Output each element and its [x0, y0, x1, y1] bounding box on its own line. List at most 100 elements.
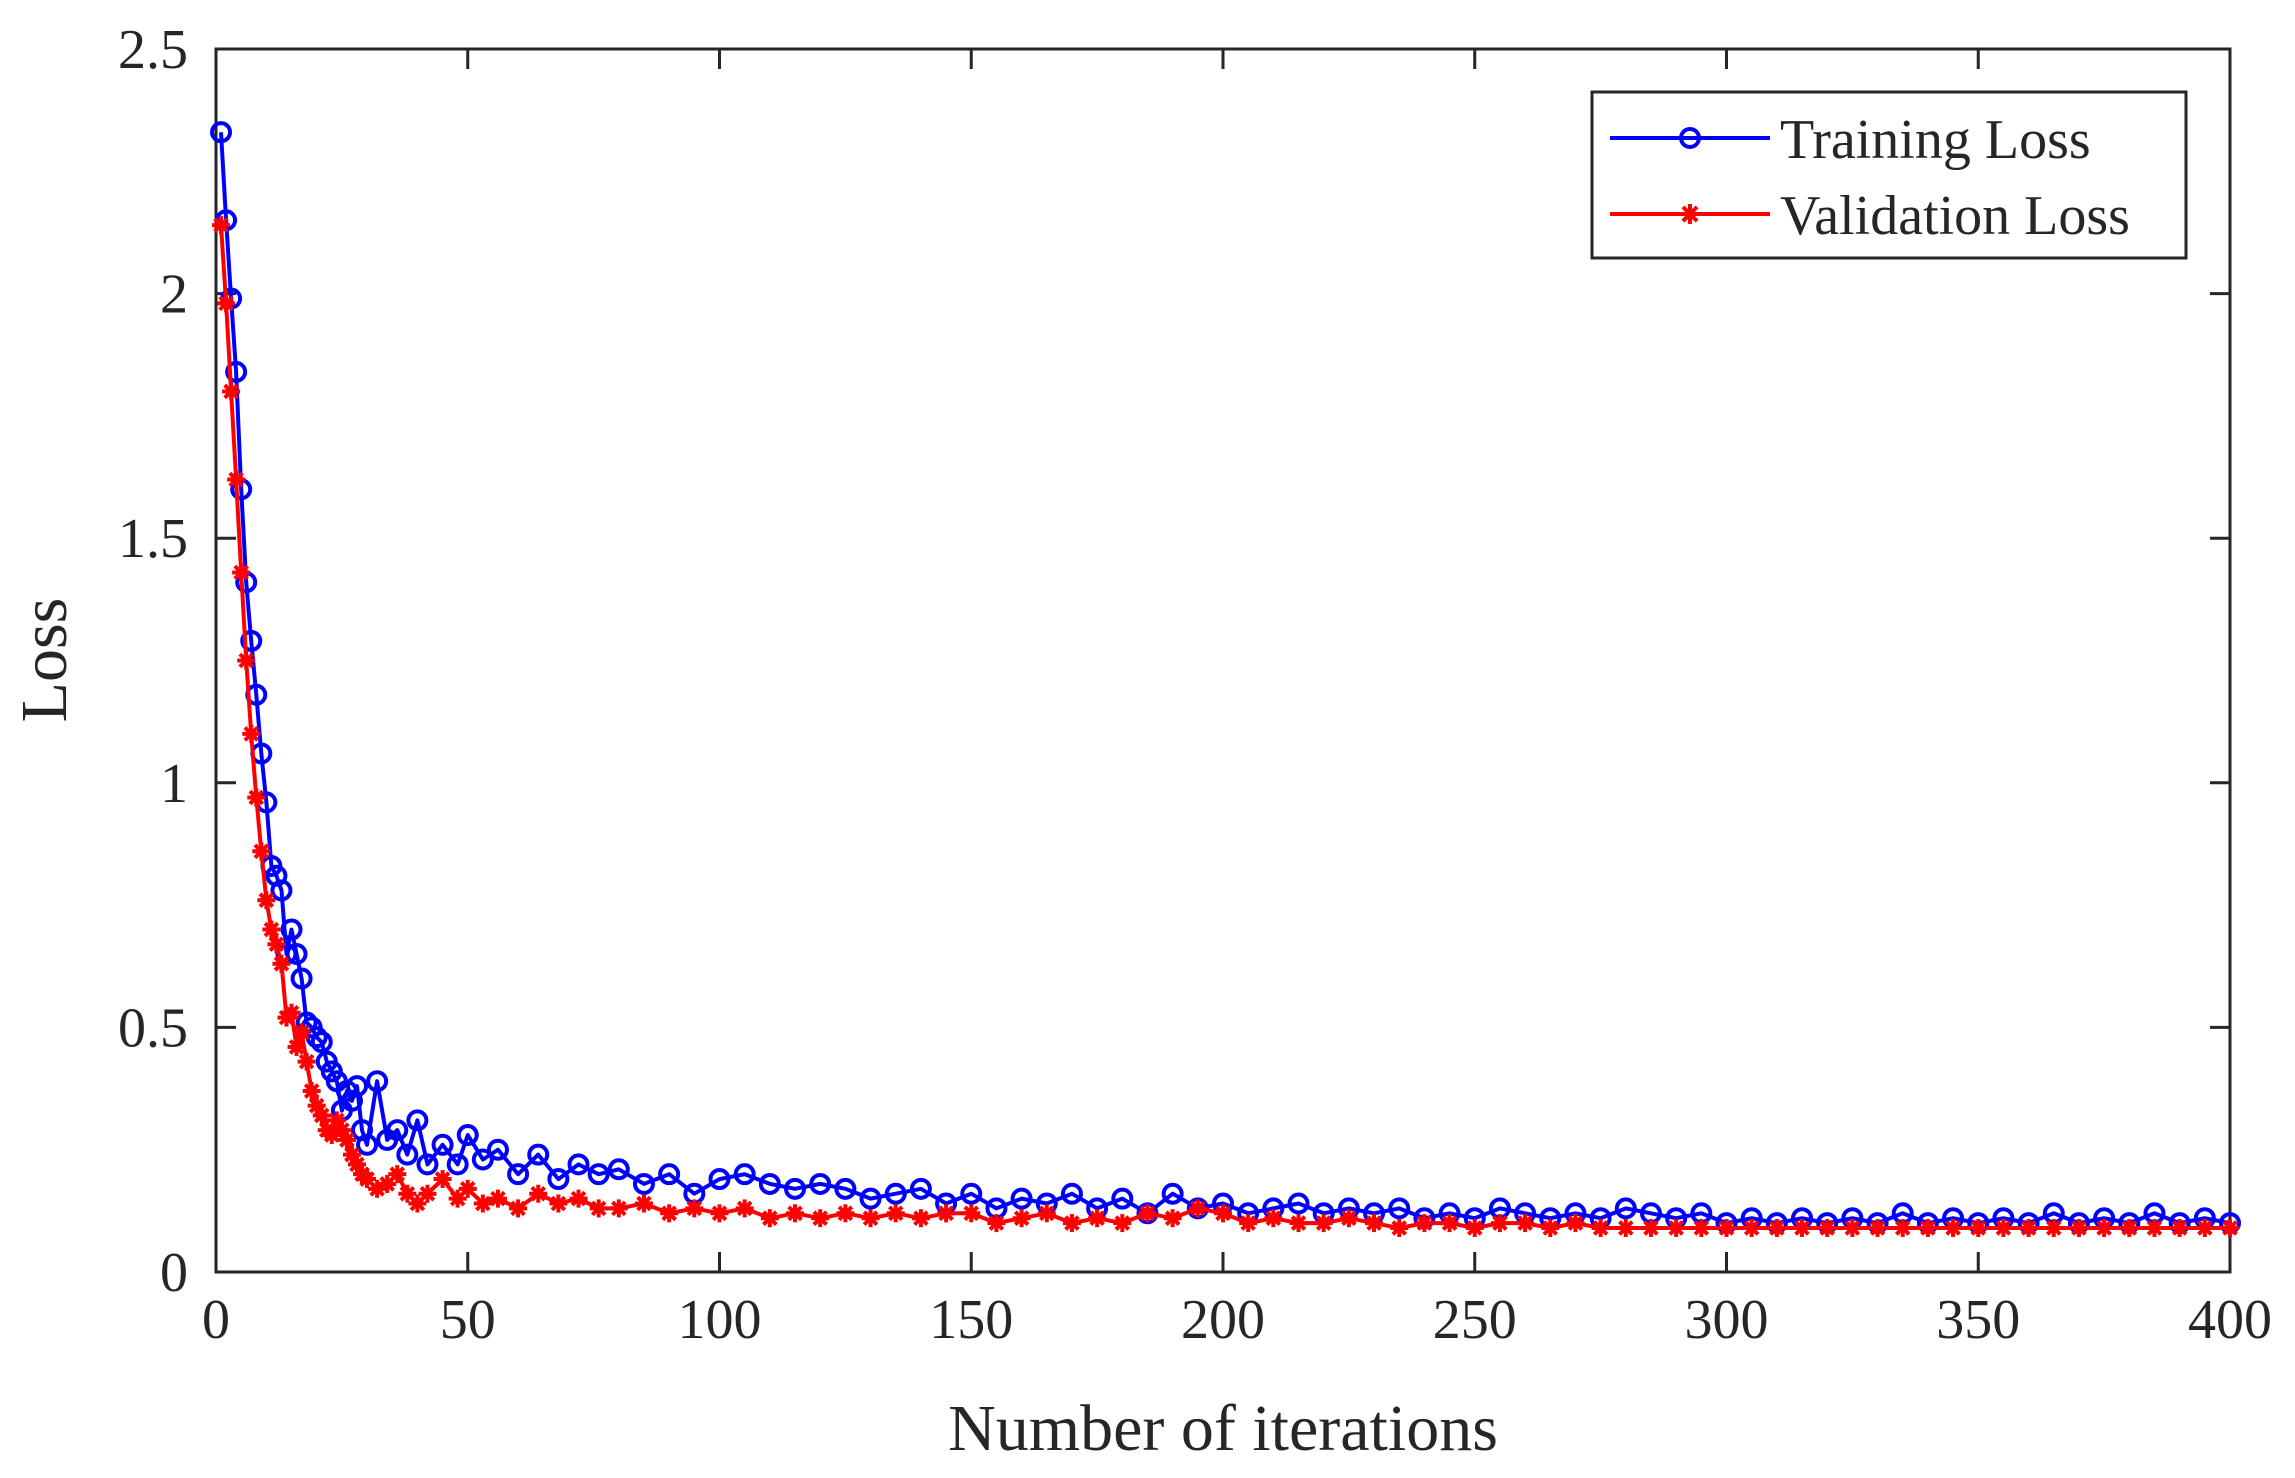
- data-point-0-34: [406, 1109, 429, 1132]
- data-point-0-53: [784, 1177, 807, 1200]
- y-tick-labels: 0 0.5 1 1.5 2 2.5: [118, 19, 188, 1304]
- legend-label-validation: Validation Loss: [1780, 185, 2130, 247]
- data-point-1-61: [987, 1214, 1006, 1233]
- data-point-1-91: [1742, 1218, 1761, 1237]
- data-point-1-86: [1616, 1218, 1635, 1237]
- data-point-1-60: [962, 1204, 981, 1223]
- data-point-0-41: [507, 1163, 530, 1186]
- data-point-1-17: [297, 1052, 316, 1071]
- data-point-0-15: [285, 943, 308, 966]
- data-point-1-41: [509, 1199, 528, 1218]
- data-point-1-4: [232, 563, 251, 582]
- data-point-1-36: [433, 1170, 452, 1189]
- legend: Training Loss Validation Loss: [1590, 90, 2188, 260]
- y-axis-title: Loss: [8, 598, 81, 723]
- data-point-1-63: [1037, 1204, 1056, 1223]
- data-point-1-53: [786, 1204, 805, 1223]
- series-validation-loss: [212, 216, 2239, 1237]
- data-point-1-101: [1994, 1218, 2013, 1237]
- data-point-1-25: [337, 1130, 356, 1149]
- data-point-0-45: [587, 1163, 610, 1186]
- data-point-1-54: [811, 1209, 830, 1228]
- data-point-1-95: [1843, 1218, 1862, 1237]
- data-point-0-43: [547, 1168, 570, 1191]
- data-point-1-87: [1641, 1218, 1660, 1237]
- data-point-1-80: [1465, 1218, 1484, 1237]
- data-point-1-27: [347, 1155, 366, 1174]
- legend-marker-validation: [1680, 204, 1700, 224]
- x-tick-label-7: 350: [1936, 1289, 2020, 1351]
- data-point-0-44: [567, 1153, 590, 1176]
- data-point-1-77: [1390, 1218, 1409, 1237]
- data-point-1-16: [292, 1023, 311, 1042]
- data-point-1-74: [1314, 1214, 1333, 1233]
- data-point-1-76: [1365, 1214, 1384, 1233]
- data-point-1-57: [886, 1204, 905, 1223]
- data-point-1-85: [1591, 1218, 1610, 1237]
- data-point-1-110: [2221, 1218, 2239, 1237]
- data-point-0-54: [809, 1172, 832, 1195]
- data-point-1-97: [1893, 1218, 1912, 1237]
- data-point-0-33: [396, 1143, 419, 1166]
- data-point-0-46: [607, 1158, 630, 1181]
- x-tick-labels: 0 50 100 150 200 250 300 350 400: [202, 1289, 2272, 1351]
- legend-box: [1590, 90, 2188, 260]
- data-point-1-84: [1566, 1214, 1585, 1233]
- data-point-1-96: [1868, 1218, 1887, 1237]
- axis-ticks: [214, 47, 2232, 1274]
- data-point-1-43: [549, 1194, 568, 1213]
- data-point-1-51: [735, 1199, 754, 1218]
- data-point-1-52: [760, 1209, 779, 1228]
- data-point-1-14: [282, 1003, 301, 1022]
- data-point-0-55: [834, 1177, 857, 1200]
- data-point-1-2: [222, 382, 241, 401]
- data-point-1-18: [302, 1081, 321, 1100]
- y-tick-label-2: 1: [160, 753, 188, 815]
- legend-marker-training: [1679, 127, 1701, 149]
- data-point-1-107: [2145, 1218, 2164, 1237]
- data-point-1-64: [1062, 1214, 1081, 1233]
- x-tick-label-3: 150: [929, 1289, 1013, 1351]
- data-point-0-60: [960, 1182, 983, 1205]
- y-tick-label-0: 0: [160, 1242, 188, 1304]
- data-point-0-14: [280, 918, 303, 941]
- data-point-0-47: [632, 1172, 655, 1195]
- data-point-1-3: [227, 470, 246, 489]
- data-point-0-73: [1287, 1192, 1310, 1215]
- data-point-1-59: [937, 1204, 956, 1223]
- data-point-1-5: [237, 651, 256, 670]
- data-point-1-88: [1667, 1218, 1686, 1237]
- data-point-1-71: [1239, 1214, 1258, 1233]
- data-point-1-109: [2195, 1218, 2214, 1237]
- data-point-1-66: [1113, 1214, 1132, 1233]
- data-point-1-105: [2095, 1218, 2114, 1237]
- legend-item-validation: Validation Loss: [1610, 185, 2130, 247]
- data-point-1-40: [488, 1189, 507, 1208]
- data-point-1-78: [1415, 1214, 1434, 1233]
- data-point-1-47: [634, 1194, 653, 1213]
- data-point-0-36: [431, 1133, 454, 1156]
- y-tick-label-1: 0.5: [118, 997, 188, 1059]
- x-tick-label-4: 200: [1181, 1289, 1265, 1351]
- data-point-1-8: [252, 842, 271, 861]
- x-tick-label-2: 100: [678, 1289, 762, 1351]
- data-point-1-50: [710, 1204, 729, 1223]
- data-point-0-38: [456, 1124, 479, 1147]
- data-point-1-58: [911, 1209, 930, 1228]
- data-point-0-50: [708, 1168, 731, 1191]
- y-tick-label-3: 1.5: [118, 508, 188, 570]
- data-point-1-39: [473, 1194, 492, 1213]
- data-point-0-35: [416, 1153, 439, 1176]
- data-point-1-45: [589, 1199, 608, 1218]
- data-point-0-39: [471, 1148, 494, 1171]
- data-point-0-52: [758, 1172, 781, 1195]
- data-point-1-15: [287, 1037, 306, 1056]
- data-point-1-6: [242, 724, 261, 743]
- data-point-0-40: [486, 1138, 509, 1161]
- x-tick-label-1: 50: [440, 1289, 496, 1351]
- legend-item-training: Training Loss: [1610, 109, 2091, 171]
- data-point-0-86: [1614, 1197, 1637, 1220]
- data-point-1-42: [529, 1184, 548, 1203]
- data-point-1-69: [1188, 1199, 1207, 1218]
